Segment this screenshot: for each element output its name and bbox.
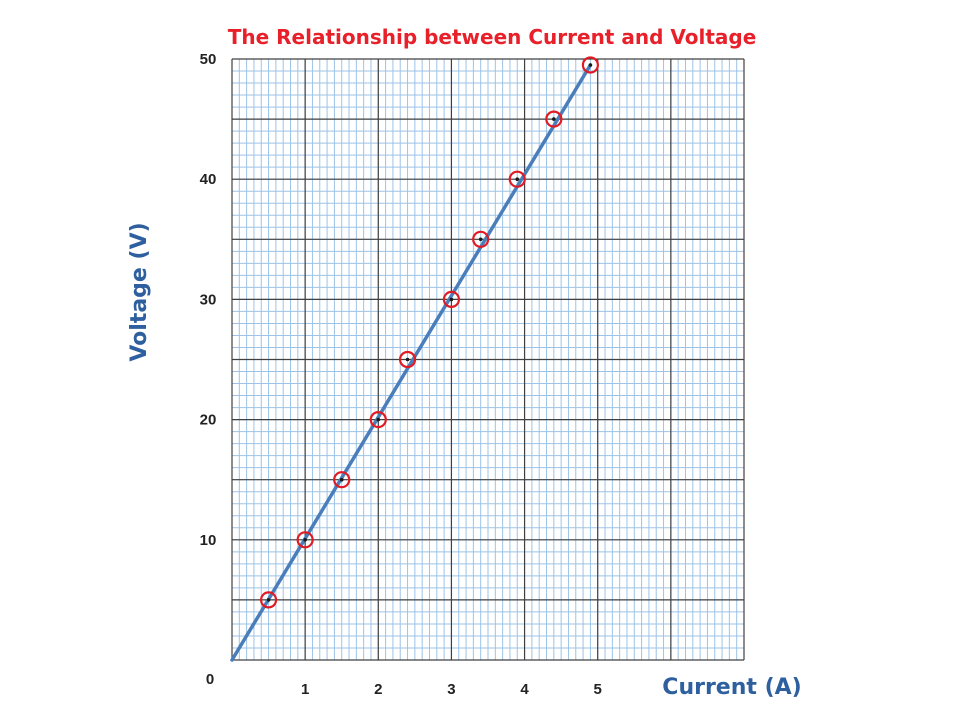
data-point-dot bbox=[303, 538, 307, 542]
data-point-dot bbox=[515, 177, 520, 181]
data-point-marker bbox=[545, 110, 563, 128]
data-point-dot bbox=[552, 117, 556, 121]
data-point-dot bbox=[588, 63, 593, 67]
data-point-marker bbox=[369, 411, 387, 429]
data-point-dot bbox=[478, 237, 483, 242]
major-grid bbox=[231, 58, 745, 661]
data-points bbox=[259, 56, 600, 609]
data-point bbox=[398, 350, 417, 369]
x-tick-label: 4 bbox=[520, 681, 529, 698]
data-point bbox=[333, 471, 351, 489]
data-point bbox=[545, 110, 563, 128]
x-tick-label: 1 bbox=[301, 681, 309, 698]
data-point bbox=[296, 531, 314, 549]
chart-title: The Relationship between Current and Vol… bbox=[228, 25, 757, 49]
x-tick-label: 2 bbox=[374, 681, 382, 698]
x-axis-title: Current (A) bbox=[662, 675, 801, 700]
data-point-marker bbox=[581, 56, 600, 74]
y-tick-label: 20 bbox=[200, 412, 217, 429]
y-tick-label: 40 bbox=[200, 171, 217, 188]
data-point-marker bbox=[398, 350, 417, 369]
fit-line bbox=[230, 63, 593, 662]
data-point-marker bbox=[472, 230, 490, 248]
data-point-dot bbox=[266, 598, 271, 602]
x-tick-label: 3 bbox=[447, 681, 455, 698]
x-tick-label: 5 bbox=[594, 681, 602, 698]
data-point-marker bbox=[259, 591, 278, 609]
data-point bbox=[259, 591, 278, 609]
fit-line-layer bbox=[230, 63, 593, 662]
data-point bbox=[442, 290, 461, 308]
data-point-marker bbox=[508, 170, 526, 188]
data-point-dot bbox=[449, 297, 454, 302]
data-point bbox=[369, 411, 387, 429]
y-tick-label: 50 bbox=[200, 51, 217, 68]
data-point-marker bbox=[442, 290, 461, 308]
y-tick-label: 10 bbox=[200, 532, 217, 549]
data-point-marker bbox=[296, 531, 314, 549]
data-point-dot bbox=[376, 417, 381, 422]
data-point-marker bbox=[333, 471, 351, 489]
data-point bbox=[472, 230, 490, 248]
data-point bbox=[508, 170, 526, 188]
data-point-dot bbox=[405, 357, 410, 362]
data-point-dot bbox=[339, 477, 344, 482]
y-axis-title: Voltage (V) bbox=[127, 222, 152, 361]
y-tick-label: 30 bbox=[200, 291, 217, 308]
data-point bbox=[581, 56, 600, 74]
origin-label: 0 bbox=[206, 671, 214, 688]
